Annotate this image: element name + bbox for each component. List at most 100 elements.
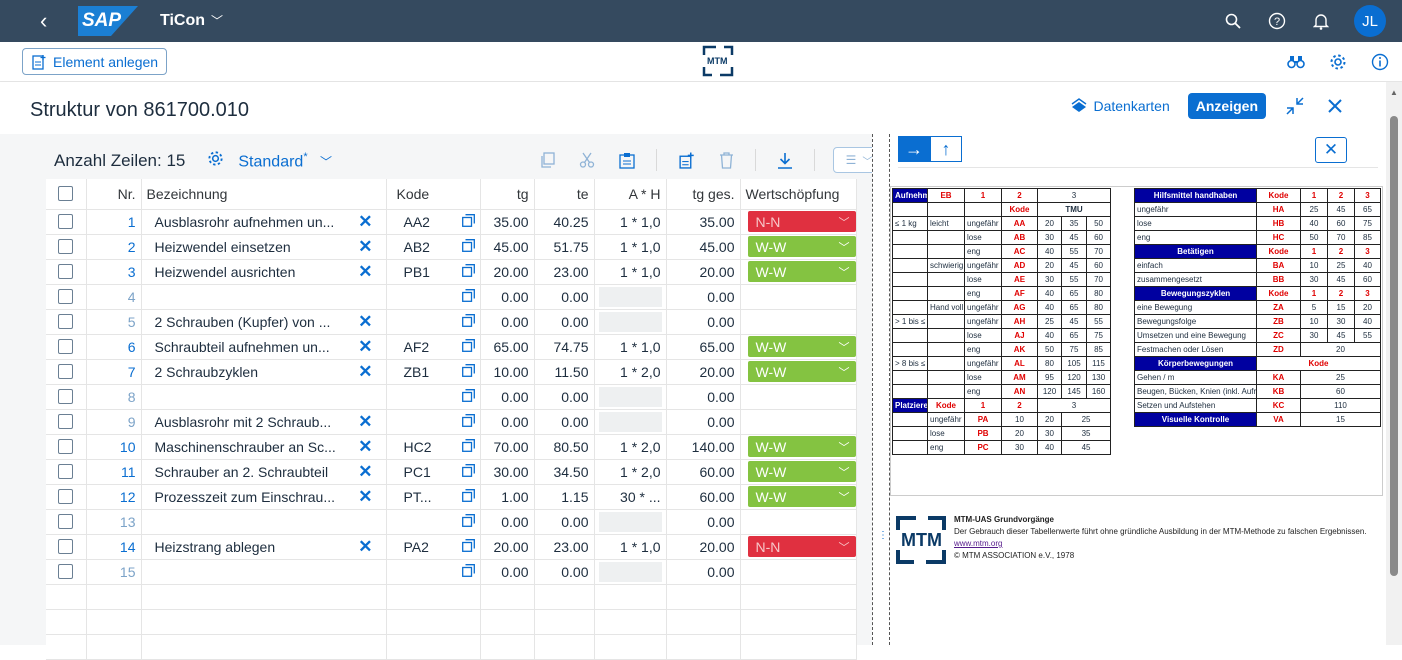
cell-bezeichnung[interactable]: Schraubteil aufnehmen un... ✕ <box>141 334 387 360</box>
splitter-grip-icon[interactable]: ⋮ <box>878 530 888 541</box>
binoculars-icon[interactable] <box>1286 52 1306 72</box>
row-select-cell[interactable] <box>46 559 87 585</box>
help-icon[interactable]: ? <box>1266 10 1288 32</box>
bezeichnung-field[interactable]: Prozesszeit zum Einschrau... ✕ <box>147 487 381 507</box>
kode-field[interactable]: AF2 <box>392 339 475 355</box>
row-checkbox[interactable] <box>58 514 74 529</box>
row-select-cell[interactable] <box>46 534 87 560</box>
col-header-bezeichnung[interactable]: Bezeichnung <box>141 179 387 210</box>
row-select-cell[interactable] <box>46 409 87 435</box>
value-help-icon[interactable] <box>461 538 475 555</box>
cell-wertschoepfung[interactable] <box>740 409 857 435</box>
cell-bezeichnung[interactable]: 2 Schrauben (Kupfer) von ... ✕ <box>141 309 387 335</box>
row-select-cell[interactable] <box>46 484 87 510</box>
cell-wertschoepfung[interactable]: W-W ﹀ <box>740 259 857 285</box>
sap-logo[interactable]: SAP <box>78 6 138 36</box>
bezeichnung-field[interactable]: Maschinenschrauber an Sc... ✕ <box>147 437 381 457</box>
row-checkbox[interactable] <box>58 439 74 454</box>
cell-wertschoepfung[interactable]: W-W ﹀ <box>740 234 857 260</box>
table-row[interactable]: 4 0.00 0.00 0.00 <box>46 284 857 310</box>
cell-bezeichnung[interactable]: Heizwendel einsetzen ✕ <box>141 234 387 260</box>
row-checkbox[interactable] <box>58 239 74 254</box>
cell-bezeichnung[interactable] <box>141 559 387 585</box>
row-checkbox[interactable] <box>58 364 74 379</box>
cell-wertschoepfung[interactable]: W-W ﹀ <box>740 484 857 510</box>
cell-bezeichnung[interactable]: Heizstrang ablegen ✕ <box>141 534 387 560</box>
datenkarten-button[interactable]: Datenkarten <box>1071 98 1170 114</box>
cell-kode[interactable]: AA2 <box>386 209 481 235</box>
close-icon[interactable] <box>1324 95 1346 117</box>
delete-icon[interactable] <box>715 149 737 171</box>
clear-icon[interactable]: ✕ <box>358 211 373 231</box>
kode-field[interactable] <box>392 288 475 305</box>
value-help-icon[interactable] <box>461 463 475 480</box>
cell-nr[interactable]: 8 <box>86 384 142 410</box>
cell-nr[interactable]: 2 <box>86 234 142 260</box>
cell-wertschoepfung[interactable]: W-W ﹀ <box>740 434 857 460</box>
clear-icon[interactable]: ✕ <box>358 436 373 456</box>
element-anlegen-button[interactable]: Element anlegen <box>22 48 168 75</box>
table-row[interactable]: 9 Ausblasrohr mit 2 Schraub... ✕ 0.00 0.00 0.… <box>46 409 857 435</box>
cell-kode[interactable] <box>386 284 481 310</box>
kode-field[interactable]: PB1 <box>392 264 475 280</box>
value-help-icon[interactable] <box>461 438 475 455</box>
clear-icon[interactable]: ✕ <box>358 486 373 506</box>
wertschoepfung-select[interactable]: W-W ﹀ <box>747 436 855 457</box>
arrow-right-button[interactable]: → <box>898 136 930 162</box>
cell-kode[interactable]: PC1 <box>386 459 481 485</box>
table-row[interactable]: 7 2 Schraubzyklen ✕ ZB1 10.00 11.50 1 * 2,0 20.… <box>46 359 857 385</box>
col-header-ah[interactable]: A * H <box>594 179 667 210</box>
cell-nr[interactable]: 3 <box>86 259 142 285</box>
cell-wertschoepfung[interactable] <box>740 559 857 585</box>
value-help-icon[interactable] <box>461 288 475 305</box>
copy-icon[interactable] <box>536 149 558 171</box>
download-icon[interactable] <box>774 149 796 171</box>
wertschoepfung-select[interactable]: N-N ﹀ <box>747 536 855 557</box>
cell-nr[interactable]: 4 <box>86 284 142 310</box>
cell-bezeichnung[interactable]: Maschinenschrauber an Sc... ✕ <box>141 434 387 460</box>
cell-kode[interactable]: ZB1 <box>386 359 481 385</box>
pane-splitter[interactable]: ⋮ <box>872 134 890 645</box>
clear-icon[interactable]: ✕ <box>358 311 373 331</box>
clear-icon[interactable]: ✕ <box>358 536 373 556</box>
row-select-cell[interactable] <box>46 459 87 485</box>
cell-bezeichnung[interactable] <box>141 284 387 310</box>
mtm-website-link[interactable]: www.mtm.org <box>954 539 1003 548</box>
cell-bezeichnung[interactable]: Heizwendel ausrichten ✕ <box>141 259 387 285</box>
cell-nr[interactable]: 11 <box>86 459 142 485</box>
settings-icon[interactable] <box>1328 52 1348 72</box>
row-checkbox[interactable] <box>58 464 74 479</box>
cell-kode[interactable]: HC2 <box>386 434 481 460</box>
table-row[interactable]: 11 Schrauber an 2. Schraubteil ✕ PC1 30.00 34… <box>46 459 857 485</box>
cell-kode[interactable] <box>386 559 481 585</box>
bell-icon[interactable] <box>1310 10 1332 32</box>
table-row[interactable]: 12 Prozesszeit zum Einschrau... ✕ PT... 1.00… <box>46 484 857 510</box>
wertschoepfung-select[interactable]: W-W ﹀ <box>747 486 855 507</box>
kode-field[interactable]: AB2 <box>392 239 475 255</box>
avatar[interactable]: JL <box>1354 5 1386 37</box>
cell-bezeichnung[interactable]: Ausblasrohr aufnehmen un... ✕ <box>141 209 387 235</box>
scrollbar-thumb[interactable] <box>1390 116 1398 576</box>
value-help-icon[interactable] <box>461 488 475 505</box>
table-row[interactable]: 10 Maschinenschrauber an Sc... ✕ HC2 70.00 80… <box>46 434 857 460</box>
kode-field[interactable]: PA2 <box>392 539 475 555</box>
kode-field[interactable] <box>392 388 475 405</box>
value-help-icon[interactable] <box>461 388 475 405</box>
cell-kode[interactable]: AB2 <box>386 234 481 260</box>
value-help-icon[interactable] <box>461 413 475 430</box>
row-checkbox[interactable] <box>58 414 74 429</box>
cell-kode[interactable]: AF2 <box>386 334 481 360</box>
row-select-cell[interactable] <box>46 434 87 460</box>
row-select-cell[interactable] <box>46 259 87 285</box>
value-help-icon[interactable] <box>461 263 475 280</box>
row-select-cell[interactable] <box>46 309 87 335</box>
cell-bezeichnung[interactable]: Schrauber an 2. Schraubteil ✕ <box>141 459 387 485</box>
value-help-icon[interactable] <box>461 313 475 330</box>
close-datacard-button[interactable]: ✕ <box>1315 137 1347 163</box>
cell-bezeichnung[interactable]: Ausblasrohr mit 2 Schraub... ✕ <box>141 409 387 435</box>
select-all-cell[interactable] <box>46 179 87 210</box>
value-help-icon[interactable] <box>461 238 475 255</box>
row-checkbox[interactable] <box>58 214 74 229</box>
cell-kode[interactable]: PB1 <box>386 259 481 285</box>
col-header-tg-ges[interactable]: tg ges. <box>666 179 741 210</box>
